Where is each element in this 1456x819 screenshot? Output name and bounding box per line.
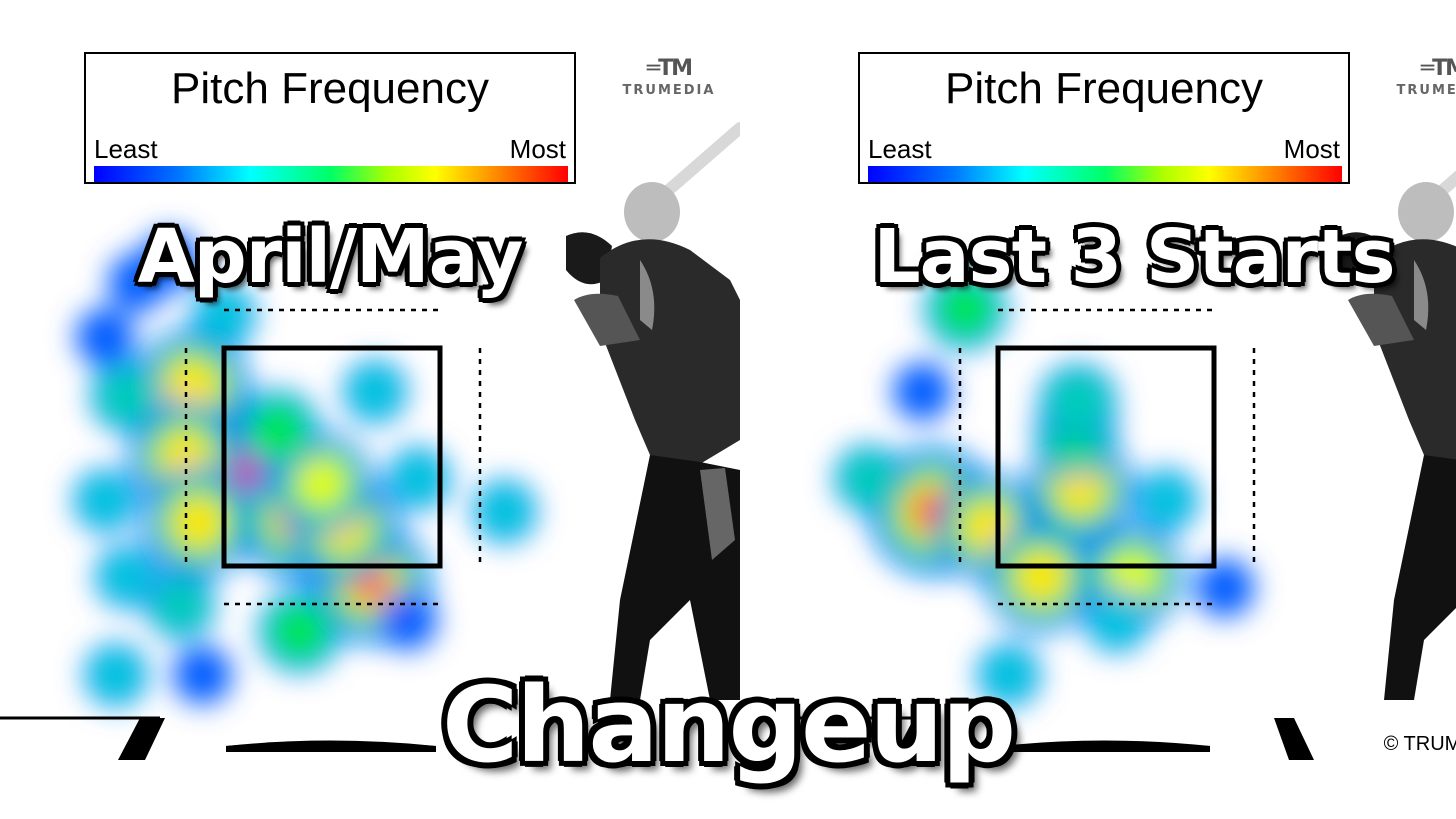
brand-name: TRUMEDIA [1396,83,1456,98]
heat-spot [78,474,132,527]
heatmap-panel-april-may: Pitch Frequency Least Most ═TM TRUMEDIA … [0,0,740,760]
legend: Pitch Frequency Least Most [84,52,576,184]
heat-spot [1090,594,1144,647]
field-markings [0,716,436,760]
legend-least-label: Least [868,134,932,164]
heat-spot [982,648,1036,702]
main-title: Changeup [441,664,1016,786]
heat-spot [171,495,225,550]
heat-spot [197,288,251,342]
heat-spot [272,604,327,659]
heat-spot [1054,463,1106,516]
trumedia-logo: ═TM TRUMEDIA [614,56,724,98]
heat-layer [73,231,537,707]
legend-color-bar [868,166,1342,182]
heat-spot [89,648,143,702]
legend-title: Pitch Frequency [945,64,1263,113]
heat-spot [96,365,158,427]
shadow-zone [958,308,1256,606]
panel-title-april-may: April/May [137,214,523,300]
heat-spot [392,452,445,506]
heat-spot [348,365,402,418]
batter-silhouette [566,122,740,700]
heat-spot [892,362,952,422]
heat-spot [172,645,232,705]
heatmap-april-may [0,122,740,760]
panel-title-last-3-starts: Last 3 Starts [873,214,1395,300]
strike-zone [995,345,1217,569]
legend-least-label: Least [94,134,158,164]
legend-most-label: Most [1283,134,1340,164]
trumedia-logo-icon: ═TM [646,56,693,81]
heat-spot [938,281,993,336]
heatmap-panel-last-3-starts: Pitch Frequency Least Most ═TM TRUMEDIA … [774,0,1456,760]
trumedia-logo: ═TM TRUMEDIA [1388,56,1456,98]
field-markings [774,716,1314,760]
shadow-zone [184,308,482,606]
heat-spot [140,231,200,291]
heat-spot [100,550,154,604]
heat-spot [1195,558,1255,618]
legend-title: Pitch Frequency [171,64,489,113]
batter-silhouette [1340,170,1456,700]
legend-color-bar [94,166,568,182]
heat-spot [478,485,532,538]
heat-spot [1045,370,1111,435]
heat-spot [378,591,438,650]
heat-spot [250,403,306,458]
heat-spot [1014,550,1069,604]
legend-most-label: Most [509,134,566,164]
heat-spot [1140,474,1193,527]
trumedia-logo-icon: ═TM [1420,56,1456,81]
heatmap-last-3-starts [774,170,1456,760]
copyright: © TRUMEDIA [1383,733,1456,755]
strike-zone [221,345,443,569]
heat-layer [834,267,1255,707]
heat-spot [75,307,135,367]
legend: Pitch Frequency Least Most [858,52,1350,184]
heat-spot [296,458,346,508]
heat-spot [152,576,210,634]
heat-spot [163,359,220,416]
brand-name: TRUMEDIA [622,83,716,98]
heat-spot [840,450,897,508]
